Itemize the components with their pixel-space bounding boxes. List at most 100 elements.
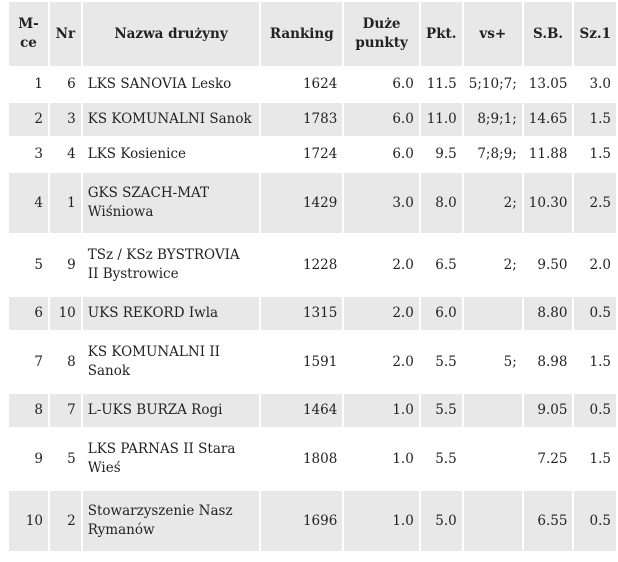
table-row: 10 2 Stowarzyszenie Nasz Rymanów 1696 1.0 5.0… — [9, 491, 616, 551]
points-cell: 11.5 — [420, 68, 462, 101]
nr-cell: 7 — [49, 394, 81, 427]
team-name-cell: LKS PARNAS II Stara Wieś — [82, 429, 260, 489]
vs-cell — [463, 429, 522, 489]
table-row: 8 7 L-UKS BURZA Rogi 1464 1.0 5.5 9.05 0.5 — [9, 394, 616, 427]
big-points-cell: 1.0 — [344, 394, 419, 427]
vs-cell — [463, 394, 522, 427]
table-row: 7 8 KS KOMUNALNI II Sanok 1591 2.0 5.5 5; 8.98 1… — [9, 332, 616, 392]
big-points-cell: 2.0 — [344, 332, 419, 392]
big-points-cell: 1.0 — [344, 429, 419, 489]
ranking-cell: 1591 — [261, 332, 343, 392]
ranking-cell: 1464 — [261, 394, 343, 427]
team-name-cell: LKS SANOVIA Lesko — [82, 68, 260, 101]
ranking-cell: 1808 — [261, 429, 343, 489]
table-row: 4 1 GKS SZACH-MAT Wiśniowa 1429 3.0 8.0 2; 10.3… — [9, 173, 616, 233]
sz1-cell: 2.0 — [574, 235, 616, 295]
points-cell: 8.0 — [420, 173, 462, 233]
big-points-cell: 1.0 — [344, 491, 419, 551]
place-cell: 7 — [9, 332, 48, 392]
place-cell: 6 — [9, 297, 48, 330]
header-row: M-ce Nr Nazwa drużyny Ranking Duże punkt… — [9, 2, 616, 66]
team-name-cell: KS KOMUNALNI II Sanok — [82, 332, 260, 392]
ranking-cell: 1228 — [261, 235, 343, 295]
nr-cell: 2 — [49, 491, 81, 551]
nr-cell: 8 — [49, 332, 81, 392]
sz1-cell: 1.5 — [574, 332, 616, 392]
ranking-cell: 1624 — [261, 68, 343, 101]
header-ranking: Ranking — [261, 2, 343, 66]
sb-cell: 11.88 — [523, 138, 573, 171]
sz1-cell: 1.5 — [574, 138, 616, 171]
table-row: 9 5 LKS PARNAS II Stara Wieś 1808 1.0 5.5 7.25… — [9, 429, 616, 489]
nr-cell: 5 — [49, 429, 81, 489]
table-row: 1 6 LKS SANOVIA Lesko 1624 6.0 11.5 5;10;7; 13.… — [9, 68, 616, 101]
team-name-cell: TSz / KSz BYSTROVIA II Bystrowice — [82, 235, 260, 295]
place-cell: 9 — [9, 429, 48, 489]
header-place: M-ce — [9, 2, 48, 66]
big-points-cell: 3.0 — [344, 173, 419, 233]
header-sz1: Sz.1 — [574, 2, 616, 66]
place-cell: 3 — [9, 138, 48, 171]
sb-cell: 13.05 — [523, 68, 573, 101]
team-name-cell: GKS SZACH-MAT Wiśniowa — [82, 173, 260, 233]
sz1-cell: 2.5 — [574, 173, 616, 233]
header-vs: vs+ — [463, 2, 522, 66]
sb-cell: 8.80 — [523, 297, 573, 330]
team-name-cell: Stowarzyszenie Nasz Rymanów — [82, 491, 260, 551]
vs-cell: 5; — [463, 332, 522, 392]
sb-cell: 7.25 — [523, 429, 573, 489]
big-points-cell: 6.0 — [344, 68, 419, 101]
sz1-cell: 0.5 — [574, 394, 616, 427]
points-cell: 5.5 — [420, 429, 462, 489]
table-row: 6 10 UKS REKORD Iwla 1315 2.0 6.0 8.80 0.5 — [9, 297, 616, 330]
vs-cell — [463, 297, 522, 330]
table-row: 2 3 KS KOMUNALNI Sanok 1783 6.0 11.0 8;9;1; 14.… — [9, 103, 616, 136]
sz1-cell: 0.5 — [574, 491, 616, 551]
big-points-cell: 6.0 — [344, 103, 419, 136]
vs-cell: 5;10;7; — [463, 68, 522, 101]
nr-cell: 1 — [49, 173, 81, 233]
place-cell: 2 — [9, 103, 48, 136]
sz1-cell: 0.5 — [574, 297, 616, 330]
sb-cell: 10.30 — [523, 173, 573, 233]
sb-cell: 14.65 — [523, 103, 573, 136]
vs-cell: 7;8;9; — [463, 138, 522, 171]
place-cell: 1 — [9, 68, 48, 101]
vs-cell — [463, 491, 522, 551]
standings-table: M-ce Nr Nazwa drużyny Ranking Duże punkt… — [7, 0, 618, 553]
team-name-cell: UKS REKORD Iwla — [82, 297, 260, 330]
points-cell: 6.0 — [420, 297, 462, 330]
big-points-cell: 2.0 — [344, 297, 419, 330]
header-big-points: Duże punkty — [344, 2, 419, 66]
sz1-cell: 1.5 — [574, 103, 616, 136]
sz1-cell: 3.0 — [574, 68, 616, 101]
vs-cell: 2; — [463, 235, 522, 295]
sz1-cell: 1.5 — [574, 429, 616, 489]
header-points: Pkt. — [420, 2, 462, 66]
place-cell: 10 — [9, 491, 48, 551]
place-cell: 5 — [9, 235, 48, 295]
ranking-cell: 1696 — [261, 491, 343, 551]
points-cell: 5.5 — [420, 332, 462, 392]
vs-cell: 2; — [463, 173, 522, 233]
ranking-cell: 1783 — [261, 103, 343, 136]
sb-cell: 8.98 — [523, 332, 573, 392]
table-row: 5 9 TSz / KSz BYSTROVIA II Bystrowice 1228 2… — [9, 235, 616, 295]
ranking-cell: 1724 — [261, 138, 343, 171]
sb-cell: 6.55 — [523, 491, 573, 551]
points-cell: 9.5 — [420, 138, 462, 171]
header-nr: Nr — [49, 2, 81, 66]
ranking-cell: 1315 — [261, 297, 343, 330]
header-sb: S.B. — [523, 2, 573, 66]
place-cell: 4 — [9, 173, 48, 233]
header-team-name: Nazwa drużyny — [82, 2, 260, 66]
points-cell: 11.0 — [420, 103, 462, 136]
table-row: 3 4 LKS Kosienice 1724 6.0 9.5 7;8;9; 11.88 1.5 — [9, 138, 616, 171]
big-points-cell: 6.0 — [344, 138, 419, 171]
nr-cell: 9 — [49, 235, 81, 295]
nr-cell: 4 — [49, 138, 81, 171]
team-name-cell: L-UKS BURZA Rogi — [82, 394, 260, 427]
big-points-cell: 2.0 — [344, 235, 419, 295]
nr-cell: 3 — [49, 103, 81, 136]
team-name-cell: LKS Kosienice — [82, 138, 260, 171]
